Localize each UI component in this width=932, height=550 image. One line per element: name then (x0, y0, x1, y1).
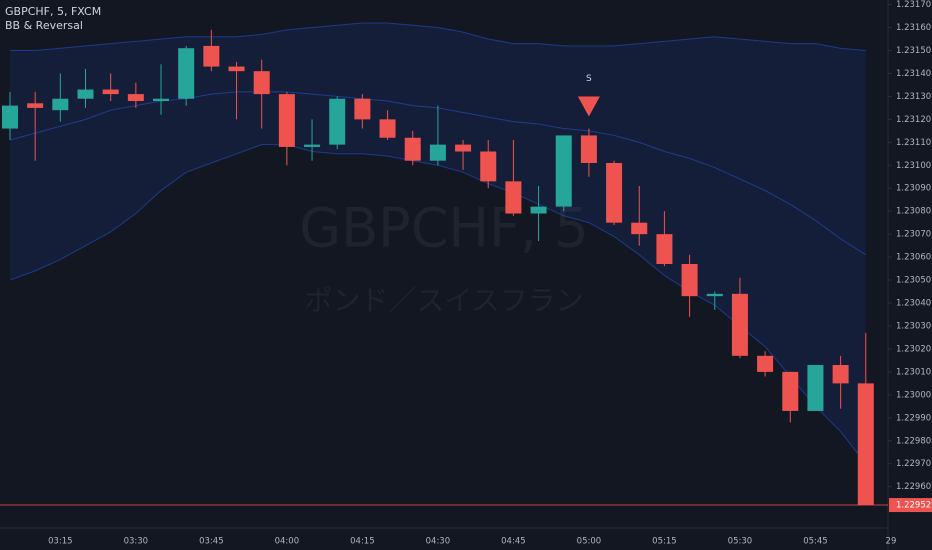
y-tick-label: 1.23010 (896, 367, 931, 377)
candle-body (857, 383, 874, 506)
candle-body (404, 137, 421, 161)
candle-body (77, 89, 94, 99)
signal-marker (577, 96, 600, 117)
candle-body (782, 371, 799, 411)
x-tick-label: 05:15 (652, 537, 677, 547)
y-tick-label: 1.22980 (896, 436, 931, 446)
last-price-badge (889, 498, 932, 513)
band-fill (10, 22, 866, 464)
watermark-subtitle: ポンド／スイスフラン (304, 284, 583, 317)
candle-body (304, 144, 321, 147)
candle-body (656, 234, 673, 264)
y-tick-label: 1.22960 (896, 482, 931, 492)
x-tick-label: 04:00 (275, 537, 300, 547)
candle-body (757, 355, 774, 372)
candle-body (354, 98, 371, 120)
candle-body (178, 48, 195, 99)
candle-body (580, 135, 597, 163)
candle-body (27, 103, 44, 108)
y-tick-label: 1.23150 (896, 46, 931, 56)
y-tick-label: 1.23120 (896, 115, 931, 125)
x-tick-label: 03:30 (124, 537, 149, 547)
candle-body (2, 105, 18, 129)
y-tick-label: 1.23080 (896, 207, 931, 217)
y-tick-label: 1.23020 (896, 344, 931, 354)
candle-body (706, 293, 723, 297)
y-tick-label: 1.22970 (896, 459, 931, 469)
candle-body (203, 45, 220, 67)
candle-body (631, 222, 648, 235)
candle-body (379, 119, 396, 138)
candle-body (127, 94, 144, 102)
y-tick-label: 1.23100 (896, 161, 931, 171)
x-tick-label: 03:15 (48, 537, 73, 547)
x-tick-label: 05:45 (803, 537, 828, 547)
y-tick-label: 1.23090 (896, 184, 931, 194)
candle-body (429, 144, 446, 161)
x-tick-label: 29 (886, 537, 897, 547)
candle-body (832, 365, 849, 384)
y-tick-label: 1.23140 (896, 69, 931, 79)
x-tick-label: 04:45 (501, 537, 526, 547)
y-tick-label: 1.23070 (896, 230, 931, 240)
y-tick-label: 1.23030 (896, 321, 931, 331)
last-price-label: 1.22952 (896, 501, 931, 511)
candle-body (606, 162, 623, 223)
band-upper (10, 22, 866, 52)
candle-body (530, 206, 547, 214)
candle-body (228, 66, 245, 72)
y-tick-label: 1.23170 (896, 0, 931, 10)
candle-body (253, 71, 270, 95)
y-tick-label: 1.23060 (896, 253, 931, 263)
y-tick-label: 1.23040 (896, 299, 931, 309)
candle-body (681, 264, 698, 297)
candle-body (807, 365, 824, 411)
y-tick-label: 1.23160 (896, 23, 931, 33)
indicator-name: BB & Reversal (5, 19, 83, 32)
candle-body (329, 98, 346, 145)
candle-body (505, 181, 522, 214)
x-tick-label: 04:15 (350, 537, 375, 547)
candle-body (278, 94, 295, 147)
candle-body (153, 98, 170, 102)
x-tick-label: 03:45 (199, 537, 224, 547)
candle-body (480, 151, 497, 182)
x-tick-label: 04:30 (426, 537, 451, 547)
y-tick-label: 1.23110 (896, 138, 931, 148)
candle-body (731, 293, 748, 356)
candle-body (455, 144, 472, 152)
y-tick-label: 1.22990 (896, 413, 931, 423)
signal-label: S (586, 74, 592, 84)
x-tick-label: 05:00 (577, 537, 602, 547)
y-tick-label: 1.23050 (896, 276, 931, 286)
x-tick-label: 05:30 (728, 537, 753, 547)
y-tick-label: 1.23130 (896, 92, 931, 102)
symbol-header: GBPCHF, 5, FXCM (5, 5, 101, 18)
candle-body (555, 135, 572, 207)
candle-body (102, 89, 119, 95)
candle-body (52, 98, 69, 111)
y-tick-label: 1.23000 (896, 390, 931, 400)
